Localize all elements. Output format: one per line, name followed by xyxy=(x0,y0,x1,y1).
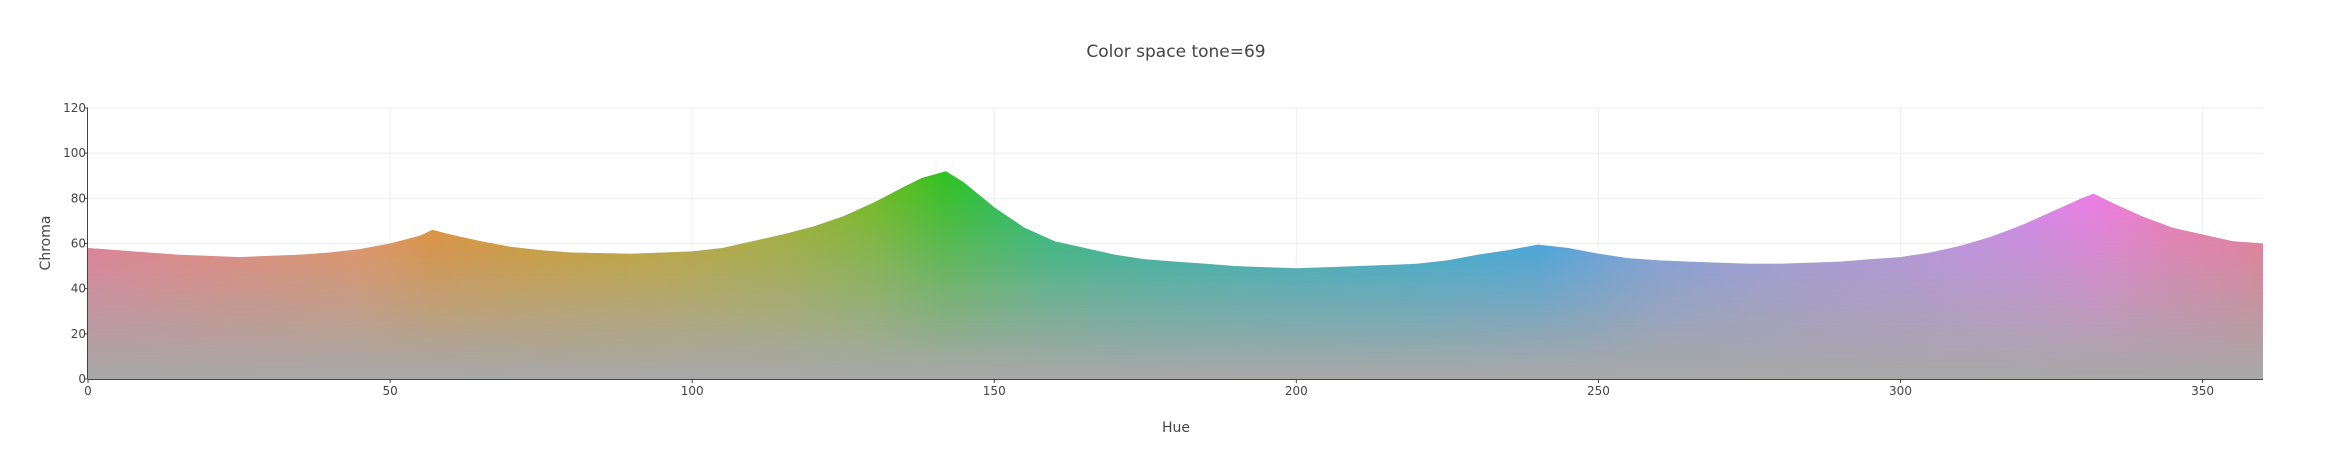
x-tick-label: 150 xyxy=(983,384,1006,398)
x-tick-label: 0 xyxy=(84,384,92,398)
y-tick-label: 40 xyxy=(71,282,86,296)
y-tick-label: 0 xyxy=(78,372,86,386)
x-tick-label: 250 xyxy=(1587,384,1610,398)
x-axis-ticks: 0 50 100 150 200 250 300 350 xyxy=(84,379,2214,398)
y-tick-label: 20 xyxy=(71,327,86,341)
y-axis-title: Chroma xyxy=(38,216,54,271)
x-tick-label: 200 xyxy=(1285,384,1308,398)
y-axis-ticks: 0 20 40 60 80 100 120 xyxy=(63,101,88,386)
chroma-hue-fill xyxy=(88,171,2263,375)
x-tick-label: 50 xyxy=(382,384,397,398)
y-tick-label: 80 xyxy=(71,191,86,205)
x-tick-label: 300 xyxy=(1889,384,1912,398)
x-axis-title: Hue xyxy=(1162,420,1190,436)
y-tick-label: 60 xyxy=(71,237,86,251)
chart-title: Color space tone=69 xyxy=(1086,42,1265,62)
x-tick-label: 350 xyxy=(2191,384,2214,398)
y-tick-label: 120 xyxy=(63,101,86,115)
y-tick-label: 100 xyxy=(63,146,86,160)
x-tick-label: 100 xyxy=(681,384,704,398)
